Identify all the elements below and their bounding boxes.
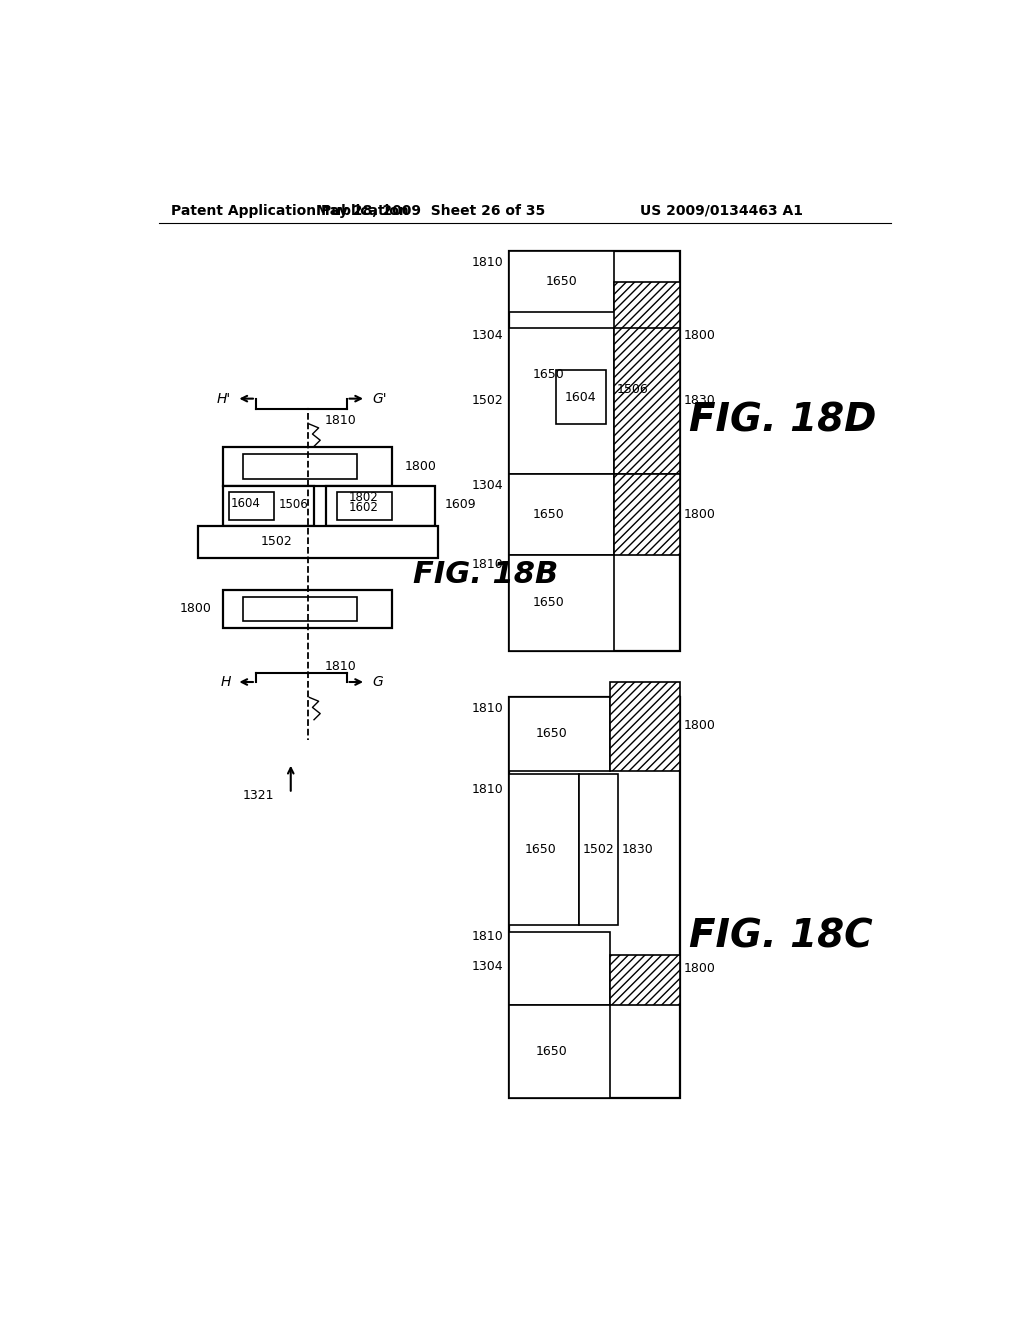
Bar: [222, 447, 391, 486]
Bar: [614, 281, 680, 389]
Text: 1830: 1830: [622, 842, 653, 855]
Text: 1650: 1650: [532, 597, 564, 610]
Text: 1800: 1800: [684, 962, 716, 975]
Text: 1800: 1800: [180, 602, 212, 615]
Bar: [614, 327, 680, 474]
Text: FIG. 18B: FIG. 18B: [414, 560, 558, 589]
Text: H': H': [217, 392, 231, 405]
Text: 1802: 1802: [349, 491, 379, 504]
Text: 1810: 1810: [471, 256, 503, 269]
Bar: [614, 474, 680, 554]
Bar: [509, 554, 614, 651]
Text: 1604: 1604: [565, 391, 596, 404]
Text: 1650: 1650: [536, 1045, 567, 1059]
Bar: [228, 492, 273, 520]
Text: FIG. 18D: FIG. 18D: [689, 401, 877, 440]
Text: 1650: 1650: [524, 842, 556, 855]
Text: 1800: 1800: [404, 459, 436, 473]
Text: 1810: 1810: [471, 557, 503, 570]
Bar: [610, 682, 680, 771]
Text: 1609: 1609: [444, 499, 476, 511]
Text: 1800: 1800: [684, 508, 716, 520]
Text: H: H: [221, 675, 231, 689]
Bar: [509, 251, 680, 651]
Text: 1650: 1650: [532, 367, 564, 380]
Bar: [509, 474, 614, 554]
Text: May 28, 2009  Sheet 26 of 35: May 28, 2009 Sheet 26 of 35: [315, 203, 545, 218]
Bar: [222, 590, 391, 628]
Text: 1502: 1502: [261, 536, 293, 548]
Text: 1650: 1650: [532, 508, 564, 520]
Text: 1800: 1800: [684, 329, 716, 342]
Text: 1810: 1810: [325, 660, 356, 673]
Text: 1800: 1800: [684, 719, 716, 733]
Text: FIG. 18C: FIG. 18C: [689, 917, 872, 956]
Text: 1602: 1602: [349, 500, 379, 513]
Text: 1830: 1830: [684, 395, 716, 408]
Text: 1304: 1304: [471, 961, 503, 973]
Bar: [337, 492, 391, 520]
Text: 1304: 1304: [471, 479, 503, 492]
Text: 1810: 1810: [325, 413, 356, 426]
Text: 1506: 1506: [616, 383, 648, 396]
Text: 1650: 1650: [536, 727, 567, 741]
Bar: [579, 775, 617, 924]
Bar: [222, 486, 314, 525]
Text: 1650: 1650: [546, 275, 578, 288]
Bar: [556, 370, 606, 424]
Text: 1810: 1810: [471, 702, 503, 715]
Text: 1304: 1304: [471, 329, 503, 342]
Text: 1604: 1604: [230, 496, 261, 510]
Bar: [509, 251, 614, 313]
Text: G: G: [372, 675, 383, 689]
Text: 1506: 1506: [280, 499, 309, 511]
Text: 1502: 1502: [583, 842, 614, 855]
Text: Patent Application Publication: Patent Application Publication: [171, 203, 409, 218]
Bar: [509, 697, 610, 771]
Bar: [243, 454, 357, 479]
Text: G': G': [372, 392, 387, 405]
Bar: [243, 597, 357, 622]
Bar: [509, 697, 680, 1098]
Bar: [198, 525, 438, 558]
Bar: [509, 327, 614, 474]
Text: US 2009/0134463 A1: US 2009/0134463 A1: [640, 203, 803, 218]
Text: 1321: 1321: [243, 789, 273, 803]
Text: 1502: 1502: [471, 395, 503, 408]
Text: 1810: 1810: [471, 783, 503, 796]
Bar: [509, 775, 579, 924]
Bar: [509, 932, 610, 1006]
Bar: [327, 486, 435, 525]
Bar: [610, 956, 680, 1006]
Text: 1810: 1810: [471, 929, 503, 942]
Bar: [509, 1006, 610, 1098]
